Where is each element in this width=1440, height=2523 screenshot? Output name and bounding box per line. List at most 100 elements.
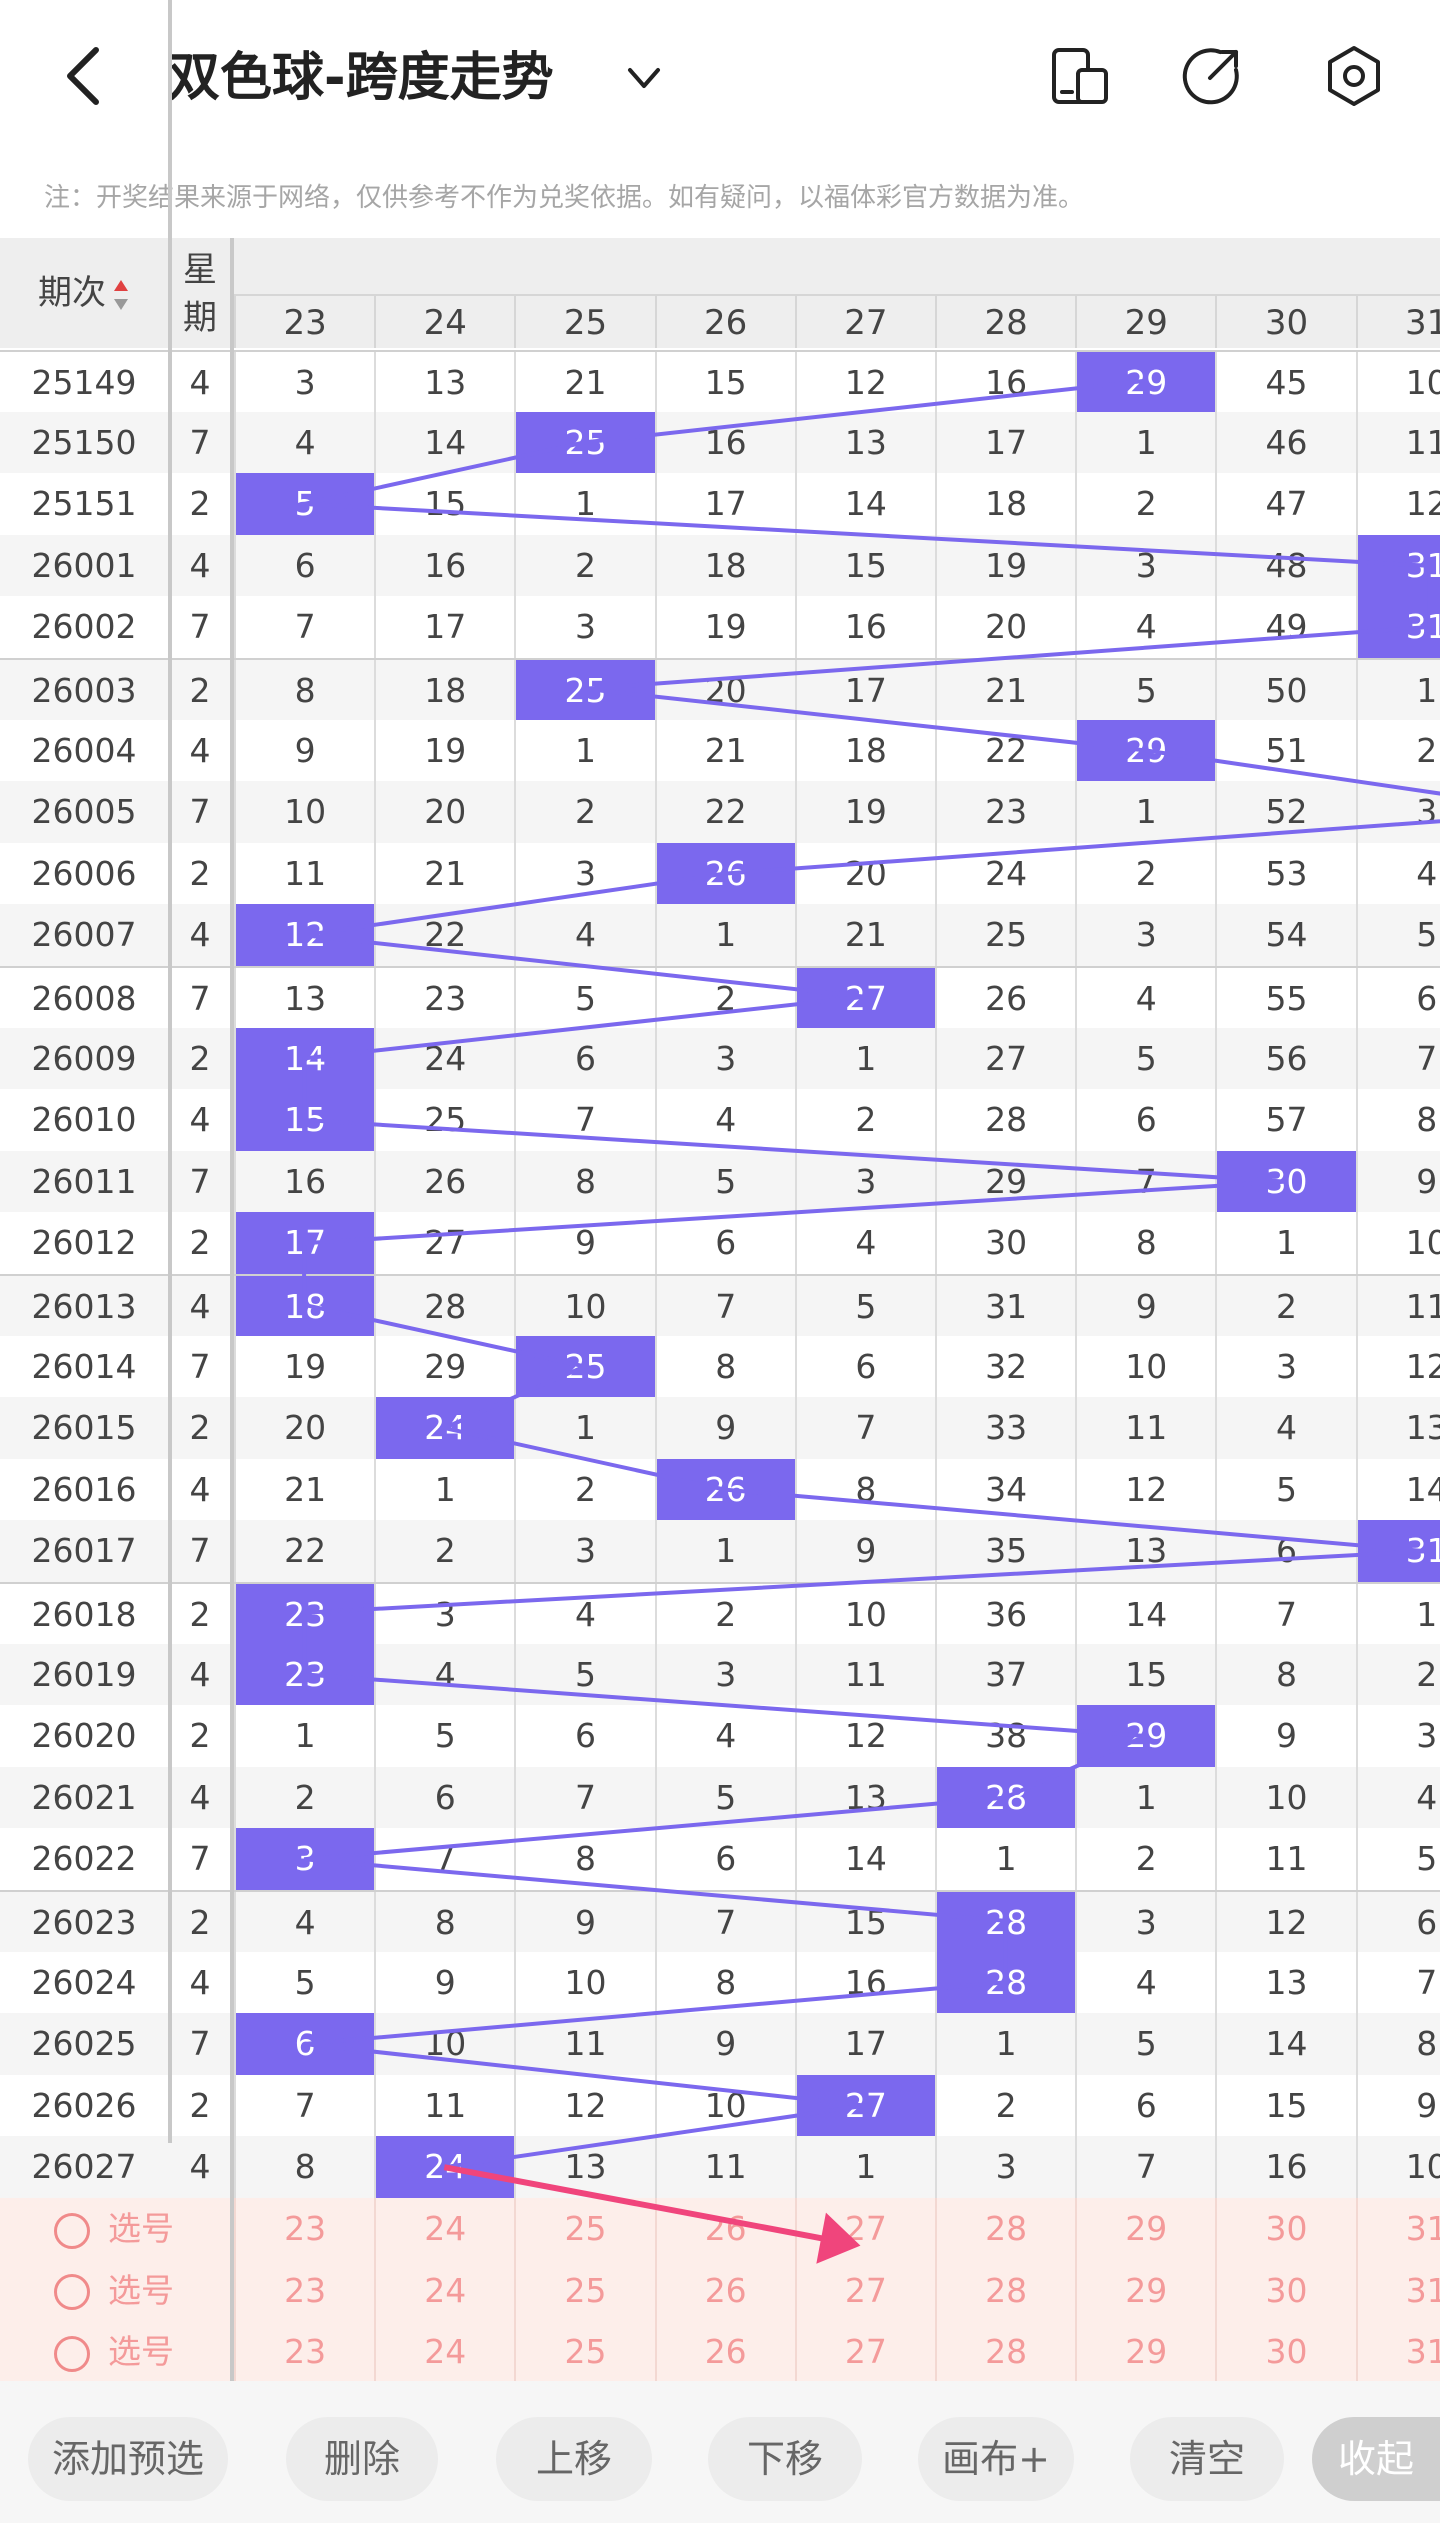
table-cell[interactable]: 15: [794, 1892, 935, 1954]
hit-cell[interactable]: 23: [234, 1584, 375, 1646]
table-cell[interactable]: 19: [654, 596, 795, 658]
table-cell[interactable]: 1: [234, 1705, 374, 1767]
table-cell[interactable]: 8: [1355, 2013, 1440, 2075]
table-cell[interactable]: 26: [935, 968, 1075, 1030]
table-cell[interactable]: 6: [1355, 968, 1440, 1030]
table-cell[interactable]: 23: [935, 781, 1075, 843]
table-cell[interactable]: 8: [514, 1150, 654, 1213]
hit-cell[interactable]: 23: [234, 1643, 375, 1706]
pick-number-cell[interactable]: 26: [654, 2259, 795, 2322]
pick-number-cell[interactable]: 29: [1075, 2259, 1215, 2322]
table-cell[interactable]: 2: [935, 2074, 1075, 2137]
table-cell[interactable]: 15: [654, 352, 795, 414]
table-cell[interactable]: 7: [654, 1892, 795, 1954]
table-cell[interactable]: 22: [374, 904, 514, 966]
add-preselect-button[interactable]: 添加预选: [28, 2417, 228, 2501]
table-cell[interactable]: 24: [374, 1027, 514, 1090]
table-cell[interactable]: 6: [1075, 2074, 1215, 2137]
hit-cell[interactable]: 31: [1355, 596, 1440, 658]
table-cell[interactable]: 12: [794, 352, 935, 414]
hit-cell[interactable]: 29: [1075, 1705, 1216, 1767]
table-cell[interactable]: 17: [935, 411, 1075, 474]
table-cell[interactable]: 4: [654, 1089, 795, 1151]
table-cell[interactable]: 6: [654, 1828, 795, 1890]
table-cell[interactable]: 46: [1215, 411, 1355, 474]
table-cell[interactable]: 16: [1215, 2136, 1355, 2198]
table-cell[interactable]: 20: [935, 596, 1075, 658]
delete-button[interactable]: 删除: [286, 2417, 438, 2501]
table-cell[interactable]: 9: [654, 2013, 795, 2075]
table-cell[interactable]: 3: [1075, 534, 1215, 597]
chevron-down-icon[interactable]: [626, 62, 662, 94]
table-cell[interactable]: 4: [374, 1643, 514, 1706]
table-cell[interactable]: 5: [1075, 2013, 1215, 2075]
table-cell[interactable]: 19: [234, 1335, 374, 1398]
table-cell[interactable]: 28: [935, 1089, 1075, 1151]
table-cell[interactable]: 17: [794, 2013, 935, 2075]
hit-cell[interactable]: 26: [654, 1458, 795, 1521]
table-cell[interactable]: 12: [1215, 1892, 1355, 1954]
table-cell[interactable]: 11: [374, 2074, 514, 2137]
table-cell[interactable]: 7: [1355, 1027, 1440, 1090]
table-cell[interactable]: 19: [935, 534, 1075, 597]
table-cell[interactable]: 12: [1355, 1335, 1440, 1398]
pick-number-cell[interactable]: 27: [794, 2321, 935, 2383]
pick-number-cell[interactable]: 24: [374, 2198, 514, 2260]
table-cell[interactable]: 20: [654, 660, 795, 722]
table-cell[interactable]: 5: [374, 1705, 514, 1767]
table-cell[interactable]: 10: [794, 1584, 935, 1646]
hit-cell[interactable]: 28: [935, 1951, 1076, 2014]
table-cell[interactable]: 23: [374, 968, 514, 1030]
table-cell[interactable]: 9: [1215, 1705, 1355, 1767]
table-cell[interactable]: 8: [1355, 1089, 1440, 1151]
hit-cell[interactable]: 26: [654, 842, 795, 905]
table-cell[interactable]: 3: [374, 1584, 514, 1646]
table-cell[interactable]: 17: [654, 473, 795, 535]
table-cell[interactable]: 8: [794, 1458, 935, 1521]
pick-number-cell[interactable]: 25: [514, 2259, 654, 2322]
hit-cell[interactable]: 5: [234, 473, 375, 535]
table-cell[interactable]: 29: [935, 1150, 1075, 1213]
table-cell[interactable]: 21: [794, 904, 935, 966]
table-cell[interactable]: 10: [654, 2074, 795, 2137]
pick-number-cell[interactable]: 28: [935, 2198, 1075, 2260]
table-cell[interactable]: 5: [514, 968, 654, 1030]
table-cell[interactable]: 5: [1355, 904, 1440, 966]
table-cell[interactable]: 2: [514, 534, 654, 597]
hit-cell[interactable]: 28: [935, 1892, 1076, 1954]
table-cell[interactable]: 2: [654, 1584, 795, 1646]
pick-select-toggle[interactable]: 选号: [0, 2321, 228, 2383]
table-cell[interactable]: 4: [234, 411, 374, 474]
table-cell[interactable]: 25: [935, 904, 1075, 966]
table-cell[interactable]: 10: [514, 1276, 654, 1338]
table-cell[interactable]: 15: [1075, 1643, 1215, 1706]
pick-number-cell[interactable]: 30: [1215, 2198, 1355, 2260]
table-cell[interactable]: 16: [374, 534, 514, 597]
hit-cell[interactable]: 31: [1355, 534, 1440, 597]
table-cell[interactable]: 9: [794, 1520, 935, 1582]
table-cell[interactable]: 16: [794, 596, 935, 658]
clear-button[interactable]: 清空: [1130, 2417, 1284, 2501]
table-cell[interactable]: 15: [1215, 2074, 1355, 2137]
table-cell[interactable]: 1: [794, 1027, 935, 1090]
table-cell[interactable]: 55: [1215, 968, 1355, 1030]
table-cell[interactable]: 8: [374, 1892, 514, 1954]
table-cell[interactable]: 13: [1075, 1520, 1215, 1582]
table-cell[interactable]: 26: [374, 1150, 514, 1213]
table-cell[interactable]: 15: [374, 473, 514, 535]
table-cell[interactable]: 48: [1215, 534, 1355, 597]
hit-cell[interactable]: 15: [234, 1089, 375, 1151]
table-cell[interactable]: 31: [935, 1276, 1075, 1338]
table-cell[interactable]: 12: [1075, 1458, 1215, 1521]
table-cell[interactable]: 9: [654, 1397, 795, 1459]
table-cell[interactable]: 13: [1215, 1951, 1355, 2014]
table-cell[interactable]: 13: [794, 1766, 935, 1829]
move-down-button[interactable]: 下移: [708, 2417, 862, 2501]
pick-number-cell[interactable]: 26: [654, 2198, 795, 2260]
table-cell[interactable]: 3: [794, 1150, 935, 1213]
table-cell[interactable]: 21: [514, 352, 654, 414]
hit-cell[interactable]: 31: [1355, 1520, 1440, 1582]
table-cell[interactable]: 4: [514, 904, 654, 966]
table-cell[interactable]: 17: [794, 660, 935, 722]
table-cell[interactable]: 13: [794, 411, 935, 474]
